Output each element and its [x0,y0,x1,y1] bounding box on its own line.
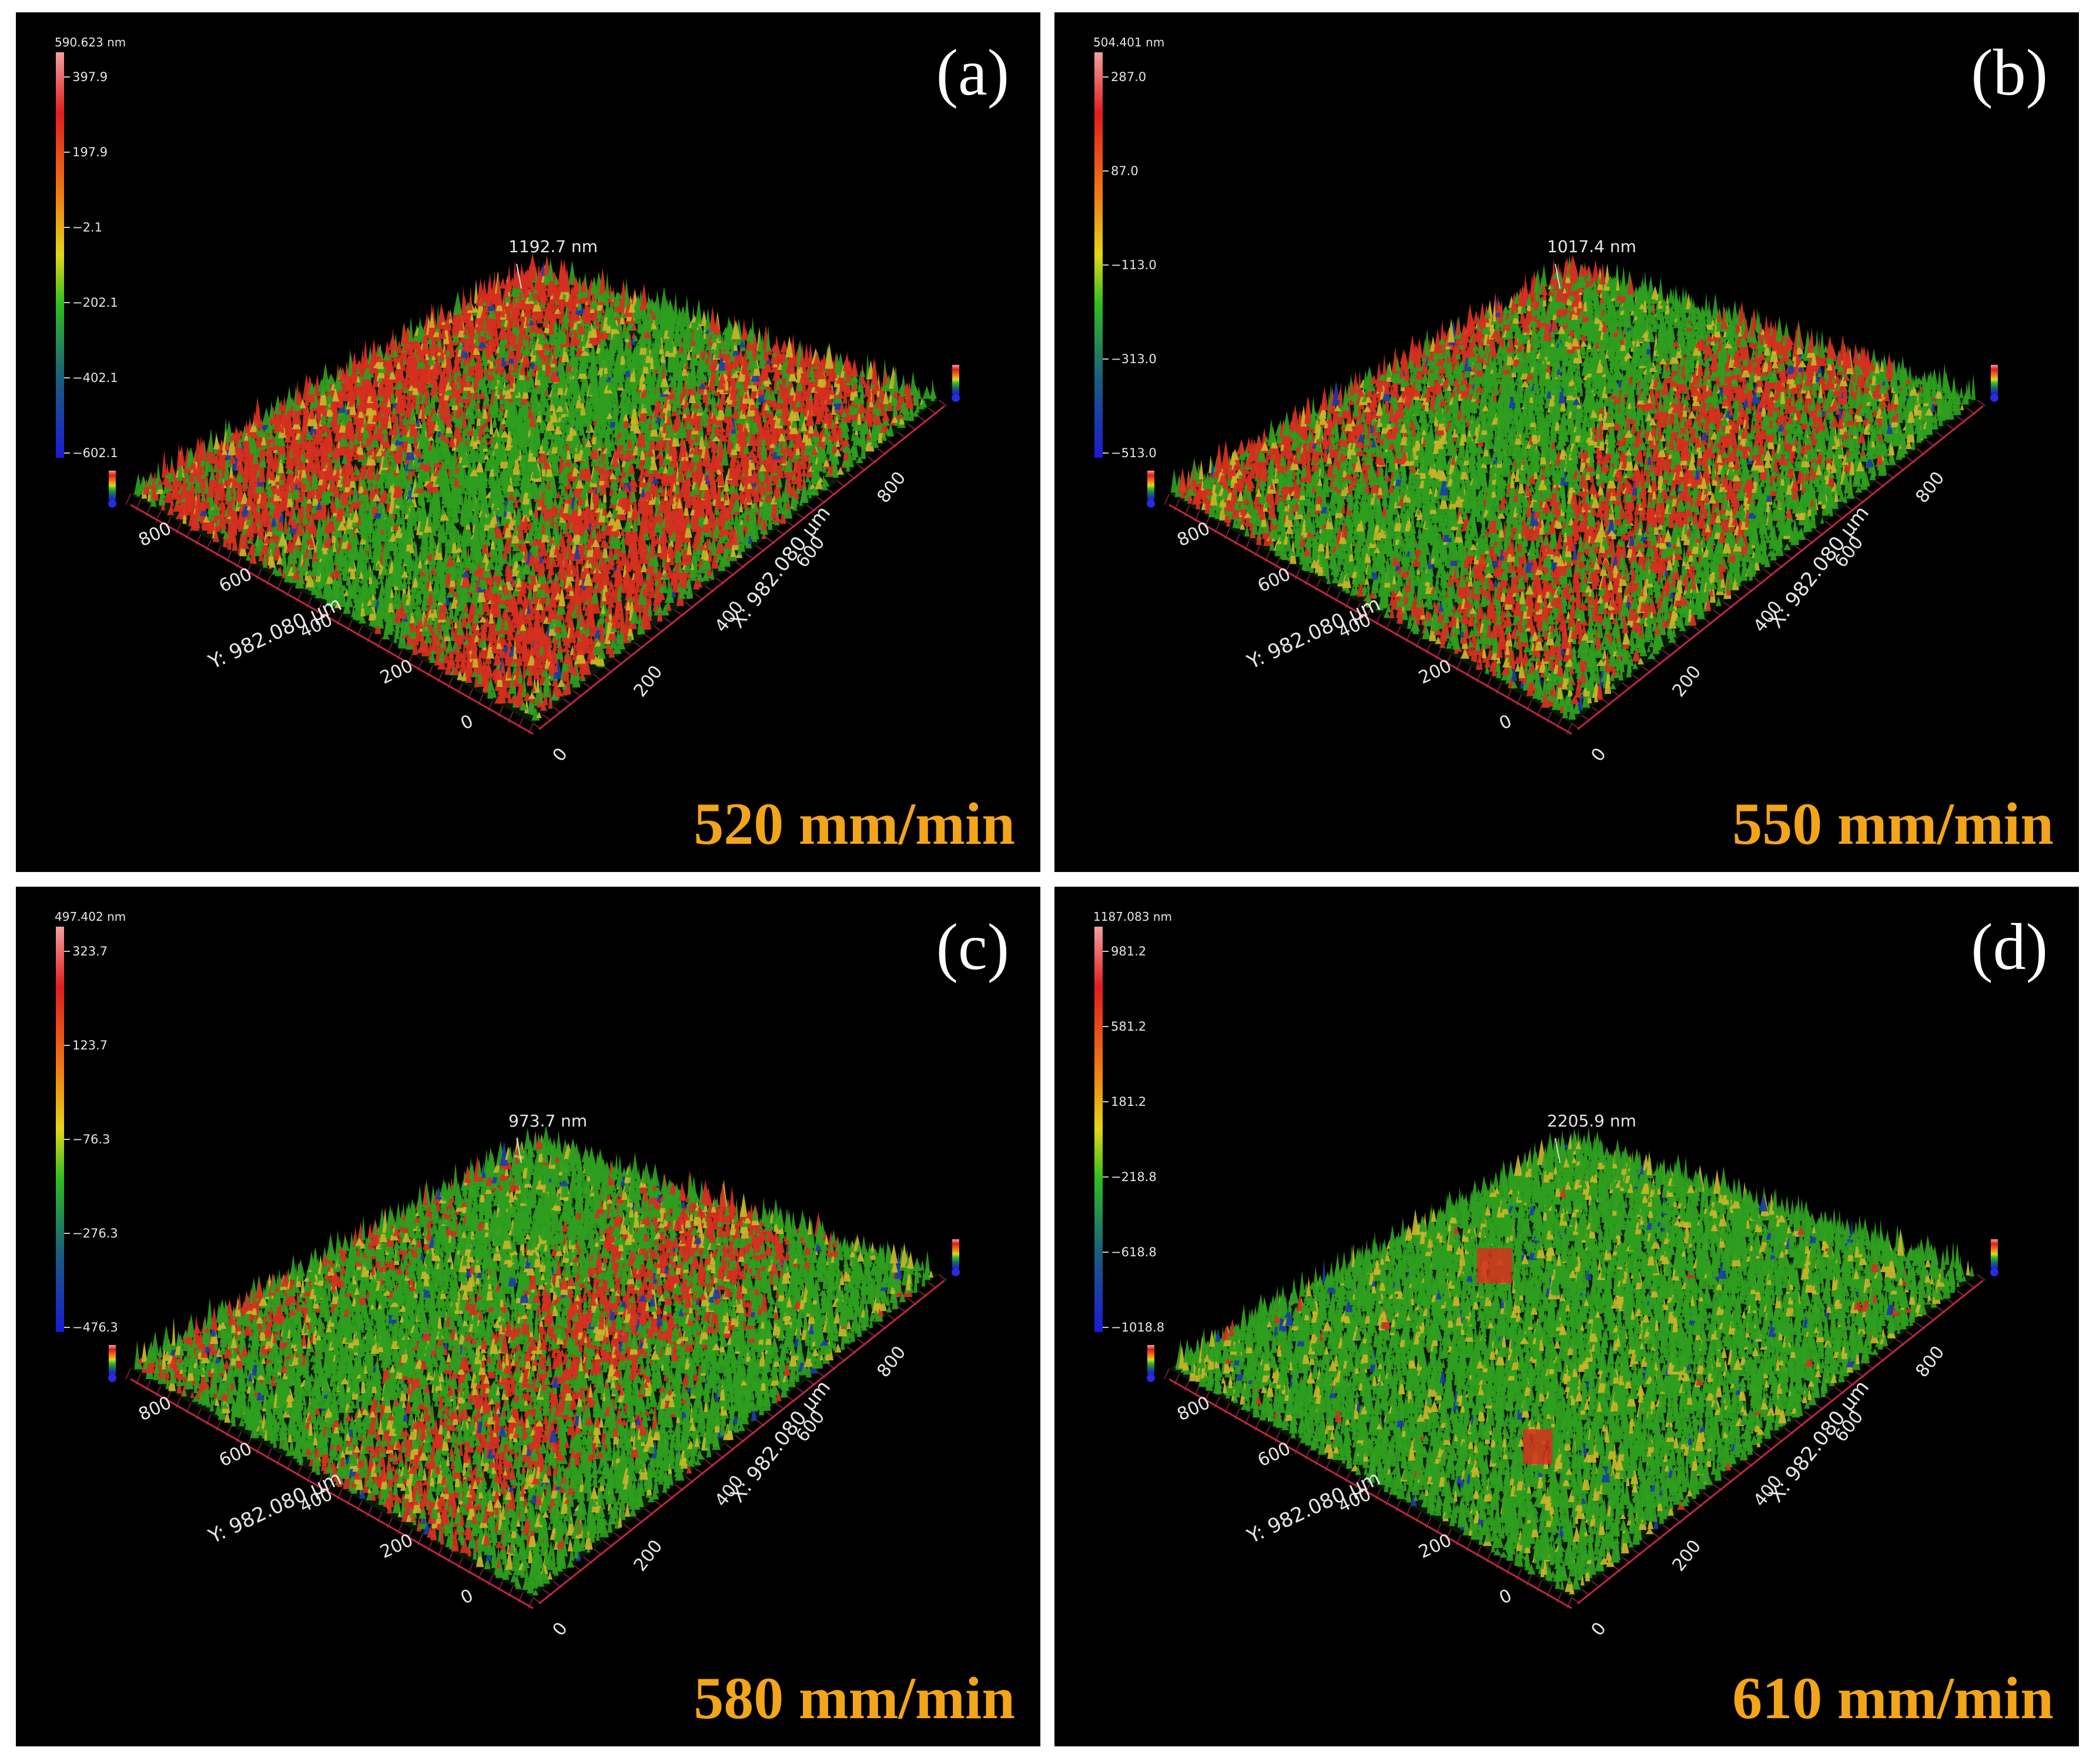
scale-tick-label: −476.3 [72,1320,118,1334]
colour-scale-bar [1094,52,1103,458]
peak-height-label: 1192.7 nm [508,237,598,256]
scale-tick-label: −113.0 [1111,258,1157,272]
scale-max-label: 590.623 nm [55,35,126,49]
y-tick-label: 600 [216,1438,256,1471]
scale-tick-label: 323.7 [72,944,108,958]
panel-b: 504.401 nm 287.0 87.0 −113.0 −313.0 −513.0 101… [1054,12,2079,872]
scale-max-label: 504.401 nm [1093,35,1164,49]
peak-height-label: 2205.9 nm [1547,1111,1636,1131]
y-tick-label: 0 [458,1585,477,1609]
x-axis-line [1577,1279,1984,1605]
surface-topography [1170,254,1976,720]
y-tick-label: 200 [377,1530,417,1563]
x-tick-label: 0 [1588,1618,1610,1640]
x-tick-label: 0 [549,1618,572,1640]
panel-c: 497.402 nm 323.7 123.7 −76.3 −276.3 −476.3 973… [16,887,1040,1746]
y-tick-label: 800 [1174,1393,1214,1426]
scale-tick-label: 581.2 [1111,1020,1146,1034]
scale-tick-label: −218.8 [1111,1170,1157,1184]
surface-topography [134,1125,934,1595]
scale-tick-label: −513.0 [1111,446,1157,460]
feed-speed-label: 580 mm/min [694,1665,1015,1732]
scale-tick-label: −276.3 [72,1226,118,1240]
scale-tick-label: −202.1 [72,296,118,310]
scale-tick-label: 87.0 [1111,164,1139,178]
y-tick-label: 600 [1255,564,1294,597]
surface-topography [133,253,937,721]
y-tick-label: 0 [1496,711,1515,735]
panel-d: 1187.083 nm 981.2 581.2 181.2 −218.8 −618.8 −1… [1054,887,2079,1746]
x-axis-line [538,405,945,730]
scale-tick-label: 981.2 [1111,944,1146,958]
y-tick-label: 0 [458,711,477,735]
feed-speed-label: 610 mm/min [1732,1665,2054,1732]
x-tick-label: 200 [1669,662,1706,701]
scale-tick-label: −618.8 [1111,1245,1157,1259]
peak-height-label: 1017.4 nm [1547,237,1636,256]
panel-a: 590.623 nm 397.9 197.9 −2.1 −202.1 −402.1 −602… [16,12,1040,872]
feed-speed-label: 520 mm/min [694,791,1015,857]
y-tick-label: 800 [136,518,175,551]
scale-tick-label: −2.1 [72,220,102,234]
scale-tick-label: 123.7 [72,1038,108,1052]
y-tick-label: 600 [1255,1438,1294,1471]
x-tick-label: 800 [1912,468,1949,507]
scale-tick-label: −1018.8 [1111,1320,1164,1334]
x-tick-label: 200 [630,1536,667,1575]
peak-height-label: 973.7 nm [508,1111,587,1131]
scale-tick-label: −313.0 [1111,352,1157,366]
colour-scale-bar [56,927,64,1332]
y-axis-line [1168,504,1572,735]
scale-tick-label: 287.0 [1111,70,1146,84]
x-axis-line [538,1279,945,1605]
x-tick-label: 0 [549,744,572,766]
x-axis-line [1577,405,1984,730]
y-tick-label: 800 [1174,518,1214,551]
y-tick-label: 200 [377,656,417,689]
x-tick-label: 800 [1912,1342,1949,1381]
panel-letter: (c) [936,911,1009,984]
scale-tick-label: 197.9 [72,145,108,159]
scale-tick-label: 181.2 [1111,1095,1146,1109]
x-tick-label: 800 [873,1342,910,1381]
y-axis-line [1168,1378,1572,1609]
x-tick-label: 200 [1669,1536,1706,1575]
feed-speed-label: 550 mm/min [1732,791,2054,857]
scale-tick-label: −602.1 [72,446,118,460]
scale-max-label: 1187.083 nm [1093,910,1172,924]
y-axis-line [130,504,534,735]
surface-topography [1175,1127,1974,1595]
panel-letter: (d) [1971,911,2048,984]
x-tick-label: 800 [873,468,910,507]
scale-tick-label: 397.9 [72,70,108,84]
x-tick-label: 0 [1588,744,1610,766]
y-tick-label: 0 [1496,1585,1515,1609]
y-tick-label: 800 [136,1393,175,1426]
scale-tick-label: −402.1 [72,371,118,385]
panel-letter: (a) [936,36,1009,109]
colour-scale-bar [1094,927,1103,1332]
panel-letter: (b) [1971,36,2048,109]
y-tick-label: 200 [1416,656,1455,689]
scale-tick-label: −76.3 [72,1132,110,1146]
scale-max-label: 497.402 nm [55,910,126,924]
y-tick-label: 200 [1416,1530,1455,1563]
colour-scale-bar [56,52,64,458]
y-tick-label: 600 [216,564,256,597]
y-axis-line [130,1378,534,1609]
x-tick-label: 200 [630,662,667,701]
